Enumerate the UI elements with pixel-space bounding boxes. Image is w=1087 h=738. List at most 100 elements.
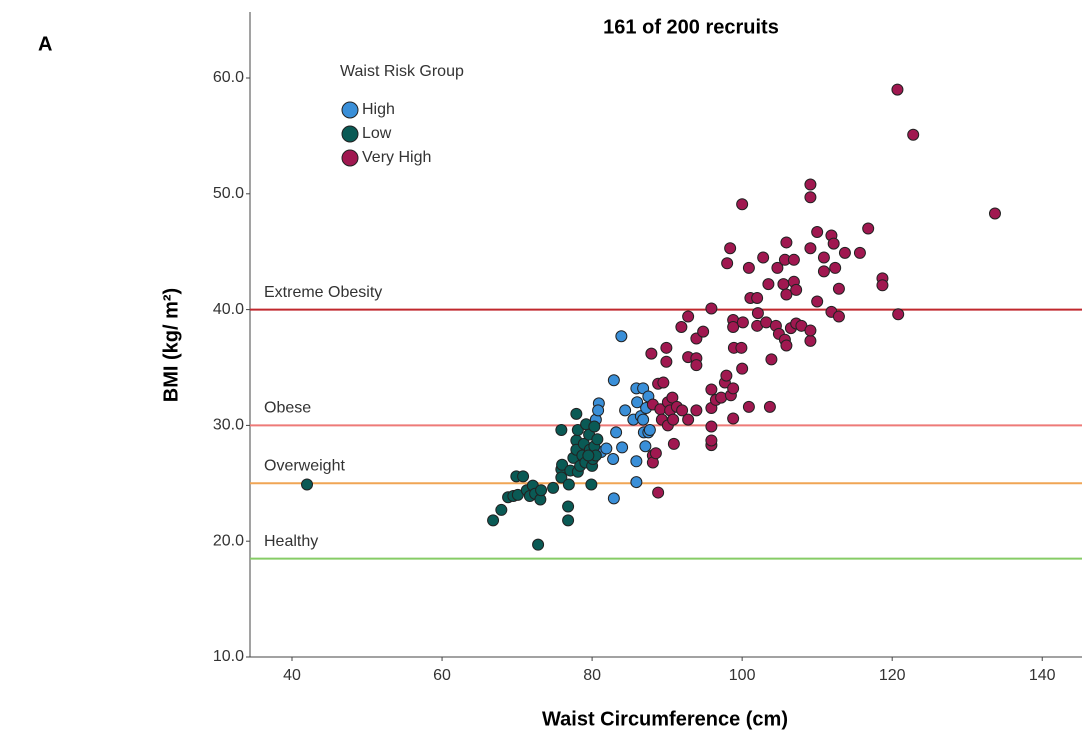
- x-tick-label: 60: [433, 667, 451, 684]
- point: [811, 295, 824, 308]
- point: [592, 404, 605, 417]
- point: [832, 282, 845, 295]
- x-tick-label: 80: [583, 667, 601, 684]
- point: [649, 447, 662, 460]
- point: [639, 440, 652, 453]
- point: [532, 538, 545, 551]
- point: [619, 404, 632, 417]
- point: [517, 470, 530, 483]
- point: [697, 325, 710, 338]
- legend-label: High: [362, 101, 395, 118]
- point: [660, 341, 673, 354]
- point: [556, 458, 569, 471]
- panel-label: A: [38, 33, 52, 55]
- point: [705, 434, 718, 447]
- point: [876, 279, 889, 292]
- point: [682, 413, 695, 426]
- point: [585, 478, 598, 491]
- point: [591, 433, 604, 446]
- y-axis-label: BMI (kg/ m²): [160, 288, 182, 402]
- point: [562, 514, 575, 527]
- point: [555, 424, 568, 437]
- point: [804, 324, 817, 337]
- legend-marker: [341, 101, 359, 119]
- legend-marker: [341, 149, 359, 167]
- point: [742, 261, 755, 274]
- legend-label: Low: [362, 125, 392, 142]
- point: [616, 441, 629, 454]
- point: [762, 278, 775, 291]
- y-tick-label: 20.0: [213, 532, 244, 549]
- point: [771, 261, 784, 274]
- point: [652, 486, 665, 499]
- point: [790, 283, 803, 296]
- point: [765, 353, 778, 366]
- point: [705, 302, 718, 315]
- point: [757, 251, 770, 264]
- point: [607, 492, 620, 505]
- point: [804, 242, 817, 255]
- point: [787, 253, 800, 266]
- point: [705, 383, 718, 396]
- point: [535, 484, 548, 497]
- point: [751, 292, 764, 305]
- point: [495, 503, 508, 516]
- point: [727, 320, 740, 333]
- point: [780, 236, 793, 249]
- point: [657, 376, 670, 389]
- point: [777, 278, 790, 291]
- point: [804, 191, 817, 204]
- point: [630, 476, 643, 489]
- point: [682, 310, 695, 323]
- point: [838, 246, 851, 259]
- point: [588, 420, 601, 433]
- point: [562, 478, 575, 491]
- chart-title: 161 of 200 recruits: [603, 16, 779, 38]
- point: [676, 404, 689, 417]
- point: [600, 442, 613, 455]
- point: [736, 316, 749, 329]
- y-tick-label: 30.0: [213, 417, 244, 434]
- point: [907, 128, 920, 141]
- legend-marker: [341, 125, 359, 143]
- reference-label: Extreme Obesity: [264, 284, 382, 301]
- point: [610, 426, 623, 439]
- point: [571, 424, 584, 437]
- point: [607, 374, 620, 387]
- y-tick-label: 40.0: [213, 301, 244, 318]
- x-tick-label: 140: [1029, 667, 1056, 684]
- legend-label: Very High: [362, 149, 431, 166]
- point: [724, 242, 737, 255]
- point: [727, 382, 740, 395]
- point: [555, 471, 568, 484]
- point: [804, 334, 817, 347]
- y-tick-label: 50.0: [213, 185, 244, 202]
- point: [547, 481, 560, 494]
- point: [637, 413, 650, 426]
- point: [742, 400, 755, 413]
- point: [667, 437, 680, 450]
- point: [827, 237, 840, 250]
- y-tick-label: 10.0: [213, 648, 244, 665]
- reference-label: Obese: [264, 400, 311, 417]
- point: [660, 355, 673, 368]
- point: [780, 339, 793, 352]
- point: [721, 257, 734, 270]
- point: [736, 362, 749, 375]
- reference-label: Healthy: [264, 533, 318, 550]
- point: [763, 400, 776, 413]
- legend-title: Waist Risk Group: [340, 63, 464, 80]
- point: [690, 359, 703, 372]
- point: [715, 391, 728, 404]
- point: [892, 308, 905, 321]
- point: [829, 261, 842, 274]
- point: [631, 396, 644, 409]
- point: [720, 369, 733, 382]
- point: [751, 307, 764, 320]
- point: [562, 500, 575, 513]
- reference-label: Overweight: [264, 458, 345, 475]
- point: [301, 478, 314, 491]
- point: [811, 226, 824, 239]
